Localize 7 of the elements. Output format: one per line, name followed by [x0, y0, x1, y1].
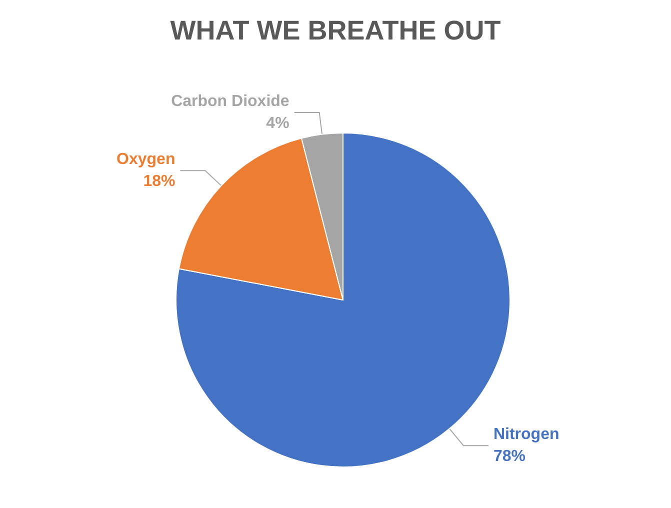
data-label: 4% — [266, 114, 290, 132]
data-label: 78% — [493, 448, 526, 466]
slice-label: Carbon Dioxide — [171, 92, 290, 110]
chart-title: WHAT WE BREATHE OUT — [170, 16, 502, 46]
slice-label: Nitrogen — [493, 426, 560, 444]
slice-label: Oxygen — [116, 151, 176, 168]
data-label: 18% — [143, 173, 176, 190]
